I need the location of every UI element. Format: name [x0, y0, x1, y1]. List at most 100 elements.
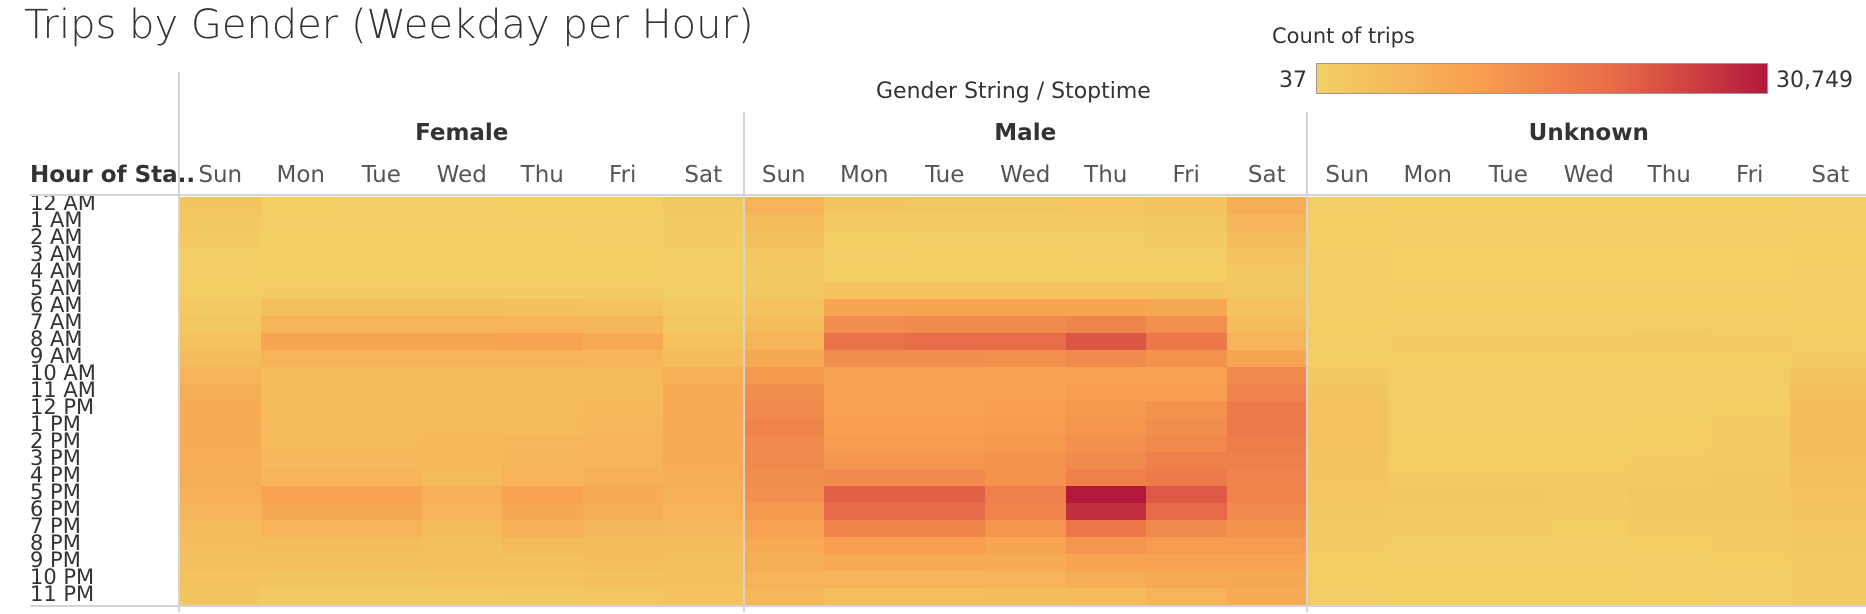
heatmap-cell	[341, 299, 423, 317]
heatmap-cell	[1629, 452, 1711, 470]
heatmap-cell	[1548, 350, 1630, 368]
day-label-female-sat: Sat	[684, 162, 723, 188]
heatmap-cell	[824, 282, 906, 300]
heatmap-cell	[824, 469, 906, 487]
heatmap-cell	[502, 282, 584, 300]
heatmap-cell	[824, 537, 906, 555]
heatmap-cell	[1065, 418, 1147, 436]
heatmap-cell	[180, 299, 262, 317]
heatmap-cell	[1790, 520, 1866, 538]
heatmap-cell	[180, 503, 262, 521]
heatmap-cell	[1387, 282, 1469, 300]
heatmap-cell	[421, 401, 503, 419]
heatmap-cell	[824, 367, 906, 385]
heatmap-cell	[1387, 384, 1469, 402]
heatmap-cell	[1629, 486, 1711, 504]
heatmap-cell	[1629, 469, 1711, 487]
heatmap-cell	[421, 486, 503, 504]
heatmap-cell	[1065, 588, 1147, 606]
heatmap-cell	[904, 503, 986, 521]
heatmap-cell	[341, 571, 423, 589]
heatmap-cell	[582, 197, 664, 215]
heatmap-cell	[582, 452, 664, 470]
heatmap-cell	[341, 401, 423, 419]
heatmap-cell	[1548, 214, 1630, 232]
hour-label: 6 AM	[30, 293, 83, 317]
heatmap-cell	[502, 299, 584, 317]
day-label-male-sat: Sat	[1247, 162, 1286, 188]
heatmap-cell	[1468, 503, 1550, 521]
heatmap-cell	[1307, 248, 1389, 266]
heatmap-cell	[743, 418, 825, 436]
heatmap-cell	[985, 265, 1067, 283]
heatmap-cell	[1629, 197, 1711, 215]
heatmap-cell	[904, 197, 986, 215]
heatmap-cell	[1226, 452, 1308, 470]
heatmap-cell	[1387, 503, 1469, 521]
heatmap-cell	[743, 384, 825, 402]
heatmap-cell	[1307, 350, 1389, 368]
heatmap-cell	[260, 197, 342, 215]
heatmap-cell	[1226, 486, 1308, 504]
heatmap-cell	[1226, 214, 1308, 232]
heatmap-cell	[904, 367, 986, 385]
heatmap-cell	[1387, 231, 1469, 249]
heatmap-cell	[1709, 367, 1791, 385]
heatmap-cell	[1548, 452, 1630, 470]
heatmap-cell	[904, 469, 986, 487]
heatmap-cell	[1790, 333, 1866, 351]
group-label-female: Female	[415, 120, 509, 146]
heatmap-cell	[743, 231, 825, 249]
heatmap-cell	[1629, 571, 1711, 589]
heatmap-cell	[180, 197, 262, 215]
heatmap-cell	[1709, 537, 1791, 555]
heatmap-cell	[341, 384, 423, 402]
heatmap-cell	[1468, 282, 1550, 300]
heatmap-cell	[985, 554, 1067, 572]
heatmap-cell	[1790, 588, 1866, 606]
heatmap-cell	[341, 197, 423, 215]
heatmap-cell	[663, 520, 745, 538]
heatmap-cell	[1468, 554, 1550, 572]
heatmap-cell	[1790, 316, 1866, 334]
hour-label: 9 PM	[30, 548, 81, 572]
heatmap-cell	[1709, 588, 1791, 606]
heatmap-cell	[1790, 197, 1866, 215]
heatmap-cell	[1146, 231, 1228, 249]
heatmap-cell	[260, 469, 342, 487]
heatmap-cell	[1387, 554, 1469, 572]
heatmap-cell	[663, 299, 745, 317]
heatmap-cell	[1709, 231, 1791, 249]
heatmap-cell	[582, 554, 664, 572]
hour-label: 12 PM	[30, 395, 95, 419]
heatmap-cell	[582, 435, 664, 453]
heatmap-cell	[1629, 282, 1711, 300]
heatmap-cell	[260, 571, 342, 589]
heatmap-cell	[985, 333, 1067, 351]
heatmap-cell	[180, 367, 262, 385]
heatmap-cell	[663, 435, 745, 453]
heatmap-cell	[1709, 418, 1791, 436]
heatmap-cell	[1629, 248, 1711, 266]
heatmap-cell	[341, 333, 423, 351]
heatmap-cell	[1629, 333, 1711, 351]
heatmap-cell	[1226, 197, 1308, 215]
heatmap-cell	[904, 384, 986, 402]
heatmap-cell	[502, 384, 584, 402]
heatmap-cell	[180, 231, 262, 249]
heatmap-cell	[1629, 384, 1711, 402]
heatmap-cell	[1548, 384, 1630, 402]
heatmap-cell	[985, 350, 1067, 368]
heatmap-cell	[260, 554, 342, 572]
hour-label: 10 PM	[30, 565, 95, 589]
heatmap-cell	[985, 214, 1067, 232]
heatmap-cell	[1146, 299, 1228, 317]
heatmap-cell	[663, 316, 745, 334]
heatmap-cell	[1065, 384, 1147, 402]
heatmap-cell	[1065, 554, 1147, 572]
heatmap-cell	[985, 316, 1067, 334]
day-label-unknown-tue: Tue	[1488, 162, 1528, 188]
heatmap-cell	[1226, 588, 1308, 606]
heatmap-cell	[341, 231, 423, 249]
heatmap-cell	[824, 248, 906, 266]
